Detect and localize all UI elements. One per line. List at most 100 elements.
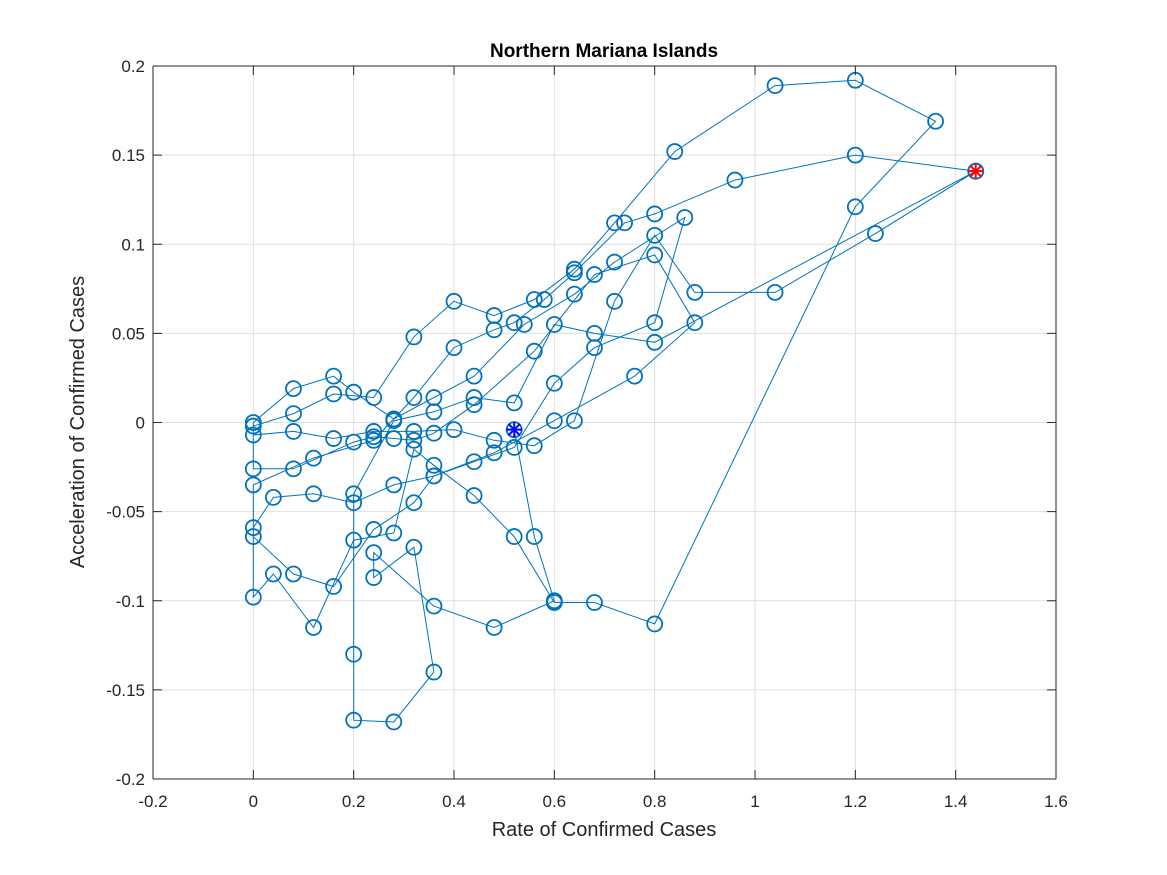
data-point bbox=[345, 494, 363, 512]
data-point bbox=[425, 467, 443, 485]
end-marker-stroke bbox=[507, 423, 521, 436]
axes bbox=[152, 65, 1057, 780]
y-tick-label: -0.1 bbox=[116, 592, 145, 611]
end-markers bbox=[506, 163, 984, 438]
data-point bbox=[545, 592, 563, 610]
data-point bbox=[666, 143, 684, 160]
x-tick-label: 1.2 bbox=[844, 792, 868, 811]
data-point bbox=[264, 565, 282, 583]
data-point bbox=[927, 112, 944, 130]
data-point bbox=[867, 225, 884, 242]
data-point bbox=[385, 412, 403, 430]
data-point bbox=[425, 424, 443, 442]
y-tick-label: 0.1 bbox=[121, 235, 145, 254]
data-point bbox=[465, 487, 483, 504]
data-point bbox=[405, 538, 423, 556]
data-point bbox=[425, 403, 443, 421]
data-point bbox=[485, 444, 503, 462]
data-point bbox=[244, 588, 262, 606]
data-point bbox=[566, 285, 583, 303]
data-point bbox=[566, 260, 583, 278]
data-point bbox=[606, 253, 623, 271]
data-point bbox=[505, 314, 523, 332]
data-point bbox=[545, 316, 563, 333]
data-point bbox=[365, 428, 383, 446]
data-point bbox=[425, 663, 443, 681]
data-point bbox=[465, 396, 483, 414]
data-point bbox=[846, 198, 864, 216]
data-point bbox=[345, 711, 363, 729]
data-point bbox=[285, 423, 302, 440]
data-point bbox=[365, 544, 383, 562]
data-point bbox=[264, 488, 282, 506]
start-marker bbox=[967, 163, 984, 180]
data-point bbox=[345, 433, 363, 451]
x-tick-label: 0.8 bbox=[643, 792, 667, 811]
data-point bbox=[385, 476, 403, 494]
data-point bbox=[365, 521, 383, 538]
data-point bbox=[505, 528, 523, 545]
data-point bbox=[405, 423, 423, 440]
data-point bbox=[285, 405, 302, 422]
data-point bbox=[646, 333, 664, 351]
start-marker-stroke bbox=[969, 164, 983, 178]
data-point bbox=[325, 367, 343, 385]
data-point bbox=[325, 578, 343, 595]
y-tick-label: 0.15 bbox=[112, 146, 145, 165]
data-point bbox=[606, 292, 623, 310]
y-axis-label: Acceleration of Confirmed Cases bbox=[67, 276, 89, 568]
x-tick-label: 0.2 bbox=[342, 792, 366, 811]
data-point bbox=[535, 291, 553, 308]
data-point bbox=[305, 485, 322, 503]
x-tick-label: -0.2 bbox=[138, 792, 167, 811]
x-tick-label: 0.4 bbox=[442, 792, 466, 811]
data-point bbox=[646, 205, 664, 223]
y-tick-label: 0.05 bbox=[112, 324, 145, 343]
data-point bbox=[485, 431, 503, 449]
data-point bbox=[525, 342, 543, 360]
data-point bbox=[285, 565, 302, 583]
data-point bbox=[676, 209, 694, 226]
x-tick-label: 1 bbox=[750, 792, 759, 811]
x-tick-label: 1.4 bbox=[944, 792, 968, 811]
y-tick-label: 0.2 bbox=[121, 57, 145, 76]
chart-title: Northern Mariana Islands bbox=[490, 41, 718, 62]
data-point bbox=[566, 412, 583, 430]
data-point bbox=[345, 485, 363, 503]
data-point bbox=[285, 380, 302, 398]
data-point bbox=[766, 283, 784, 301]
data-point bbox=[405, 389, 423, 406]
y-tick-label: 0 bbox=[136, 414, 145, 433]
data-point bbox=[285, 460, 302, 478]
data-point bbox=[325, 430, 343, 447]
data-point bbox=[515, 316, 533, 333]
tick-labels: -0.2 0 0.2 0.4 0.6 0.8 1 1.2 1.4 1.6 -0.2 -0.15 -0.1… bbox=[106, 57, 1068, 811]
data-point bbox=[846, 146, 864, 164]
x-tick-label: 1.6 bbox=[1044, 792, 1068, 811]
data-point bbox=[606, 214, 623, 232]
data-point bbox=[244, 476, 262, 494]
data-point bbox=[425, 456, 443, 474]
data-point bbox=[485, 307, 503, 324]
data-point bbox=[485, 619, 503, 636]
y-tick-label: -0.2 bbox=[116, 770, 145, 789]
data-point bbox=[385, 430, 403, 447]
data-point bbox=[345, 383, 363, 401]
x-tick-label: 0 bbox=[249, 792, 258, 811]
data-point bbox=[586, 266, 603, 283]
data-point bbox=[646, 615, 664, 633]
data-point bbox=[345, 531, 363, 549]
data-point bbox=[244, 528, 262, 545]
data-point bbox=[445, 292, 463, 310]
data-point bbox=[405, 431, 423, 449]
data-point bbox=[525, 437, 543, 455]
data-point bbox=[646, 246, 664, 264]
data-point bbox=[586, 594, 603, 611]
data-point bbox=[505, 394, 523, 412]
data-point bbox=[365, 569, 383, 586]
data-point bbox=[325, 385, 343, 403]
data-point bbox=[545, 412, 563, 430]
data-point bbox=[365, 389, 383, 406]
data-point bbox=[626, 367, 643, 385]
